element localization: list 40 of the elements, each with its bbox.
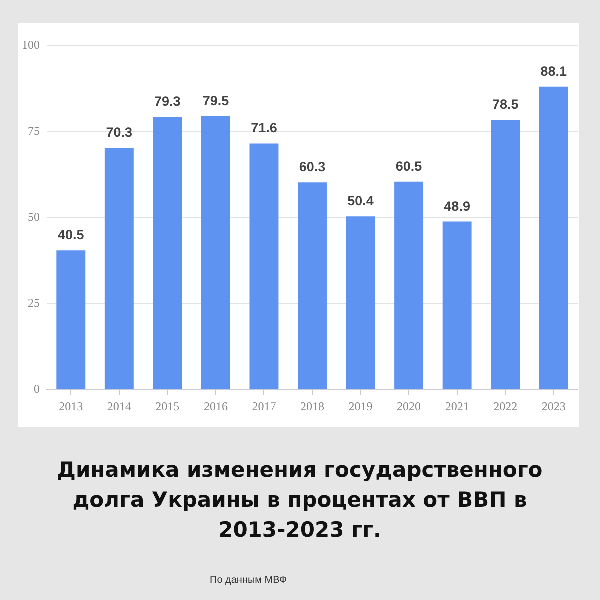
y-tick-label: 25 xyxy=(28,296,40,310)
bar xyxy=(491,120,520,390)
bar xyxy=(153,117,182,390)
text: По данным МВФ xyxy=(210,575,288,586)
data-label: 79.5 xyxy=(202,93,230,108)
text: Динамика изменения государственного долга Украины в процентах от ВВП в 2013-2023 гг. xyxy=(56,457,544,544)
bar xyxy=(346,216,376,390)
x-tick-label: 2016 xyxy=(204,399,228,414)
x-tick-label: 2022 xyxy=(494,399,518,414)
bar xyxy=(201,116,230,390)
x-tick-label: 2018 xyxy=(300,399,324,414)
x-tick-label: 2021 xyxy=(445,399,470,414)
x-tick-label: 2013 xyxy=(59,399,84,414)
data-label: 48.9 xyxy=(444,198,470,214)
x-tick-label: 2014 xyxy=(107,399,132,414)
x-tick-label: 2017 xyxy=(252,399,276,414)
x-tick-label: 2015 xyxy=(156,399,180,414)
bar xyxy=(394,182,424,390)
bar xyxy=(250,144,279,390)
data-label: 70.3 xyxy=(106,125,134,140)
data-label: 79.3 xyxy=(154,94,182,110)
y-tick-label: 75 xyxy=(28,124,40,138)
x-tick-label: 2023 xyxy=(542,399,566,414)
x-tick-label: 2020 xyxy=(397,399,422,414)
data-label: 88.1 xyxy=(540,64,568,79)
y-tick-label: 100 xyxy=(22,38,40,52)
y-tick-label: 50 xyxy=(28,210,40,224)
bar xyxy=(298,182,327,390)
data-label: 60.5 xyxy=(396,158,423,174)
data-label: 50.4 xyxy=(348,194,374,209)
data-label: 78.5 xyxy=(492,96,520,112)
data-label: 40.5 xyxy=(58,228,85,243)
bar xyxy=(56,250,86,390)
bar xyxy=(104,148,134,390)
data-label: 60.3 xyxy=(299,160,326,175)
y-tick-label: 0 xyxy=(34,382,40,396)
x-tick-label: 2019 xyxy=(348,399,373,414)
bar xyxy=(539,86,568,390)
bar xyxy=(442,222,472,390)
data-label: 71.6 xyxy=(251,120,278,136)
